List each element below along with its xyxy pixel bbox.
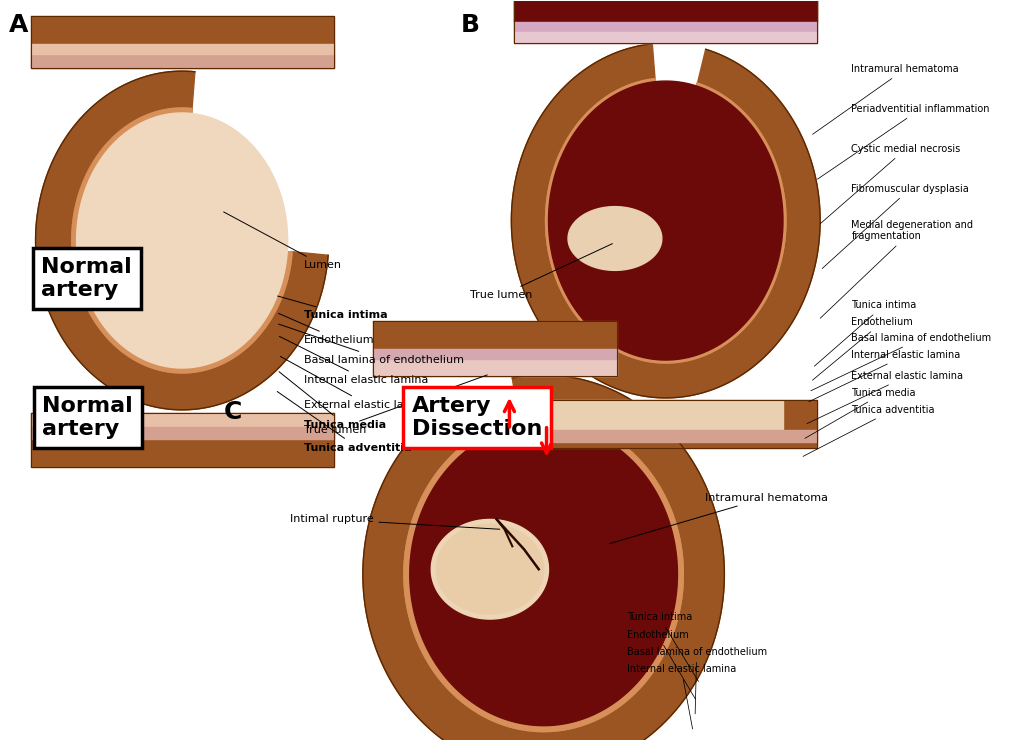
Text: True lumen: True lumen [304,375,487,435]
Text: Endothelium: Endothelium [627,630,695,700]
Text: External elastic lamina: External elastic lamina [281,356,432,410]
Polygon shape [31,16,334,68]
Text: Tunica intima: Tunica intima [278,296,388,320]
Polygon shape [514,430,817,442]
Text: Intramural hematoma: Intramural hematoma [610,493,827,544]
Text: Tunica media: Tunica media [280,372,386,430]
Polygon shape [31,54,334,68]
Polygon shape [568,207,662,270]
Polygon shape [77,113,288,368]
Text: Basal lamina of endothelium: Basal lamina of endothelium [627,647,767,714]
Polygon shape [546,79,785,363]
Polygon shape [373,349,616,359]
Polygon shape [549,81,783,360]
Polygon shape [511,44,820,398]
Text: Normal
artery: Normal artery [41,256,132,300]
Polygon shape [36,71,328,410]
Polygon shape [403,417,683,731]
Text: Basal lamina of endothelium: Basal lamina of endothelium [811,333,991,391]
Text: Tunica media: Tunica media [805,388,915,439]
Polygon shape [72,108,292,373]
Text: A: A [9,13,29,37]
Text: Periadventitial inflammation: Periadventitial inflammation [817,104,990,179]
Text: Intramural hematoma: Intramural hematoma [813,64,959,134]
Text: Basal lamina of endothelium: Basal lamina of endothelium [279,324,464,365]
Polygon shape [549,400,783,430]
Text: Tunica adventitia: Tunica adventitia [278,391,412,453]
Polygon shape [514,33,817,43]
Polygon shape [373,359,616,376]
Polygon shape [373,321,616,376]
Text: Internal elastic lamina: Internal elastic lamina [809,350,961,402]
Text: Medial degeneration and
fragmentation: Medial degeneration and fragmentation [820,220,974,319]
Polygon shape [431,519,549,619]
Polygon shape [436,525,544,614]
Polygon shape [72,108,292,373]
Polygon shape [31,427,334,439]
Text: Tunica intima: Tunica intima [814,300,916,366]
Polygon shape [31,44,334,54]
Text: Artery
Dissection: Artery Dissection [412,396,542,439]
Text: Normal
artery: Normal artery [42,396,133,439]
Text: External elastic lamina: External elastic lamina [807,371,964,424]
Polygon shape [403,417,683,731]
Text: B: B [461,13,479,37]
Polygon shape [546,79,785,363]
Text: Endothelium: Endothelium [279,313,375,345]
Polygon shape [514,0,817,22]
Text: Lumen: Lumen [223,212,342,270]
Polygon shape [362,375,724,741]
Text: Intimal rupture: Intimal rupture [290,514,500,529]
Text: Internal elastic lamina: Internal elastic lamina [627,664,736,729]
Polygon shape [31,413,334,427]
Text: Cystic medial necrosis: Cystic medial necrosis [820,144,961,224]
Text: Tunica adventitia: Tunica adventitia [803,405,935,456]
Text: True lumen: True lumen [470,244,612,300]
Text: Fibromuscular dysplasia: Fibromuscular dysplasia [822,184,969,268]
Polygon shape [31,413,334,467]
Polygon shape [514,400,817,448]
Polygon shape [514,0,817,43]
Polygon shape [410,423,678,725]
Text: Endothelium: Endothelium [812,317,913,380]
Text: Internal elastic lamina: Internal elastic lamina [280,336,429,385]
Polygon shape [514,22,817,33]
Text: Tunica intima: Tunica intima [627,612,698,682]
Text: C: C [224,400,243,424]
